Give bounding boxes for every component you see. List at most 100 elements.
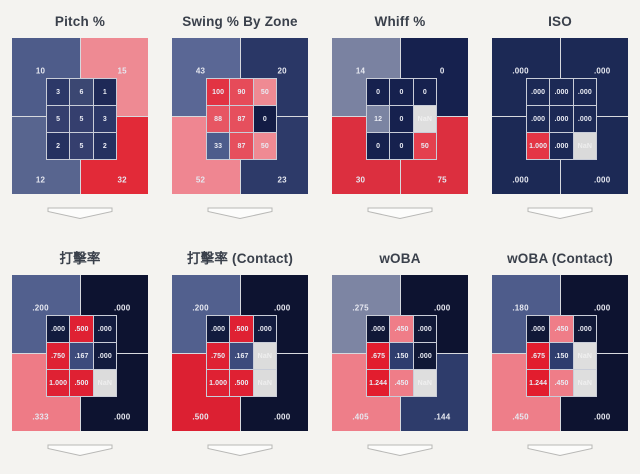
- strike-zone-plot: 14 0 30 75 0 0 0 12 0 NaN 0 0 50: [332, 38, 468, 194]
- zone-cell: .000: [47, 316, 70, 342]
- zone-cell: .500: [230, 316, 253, 342]
- zone-cell: 1: [93, 79, 116, 105]
- zone-cell: 1.000: [527, 133, 550, 159]
- zone-cell: .450: [550, 316, 573, 342]
- zone-cell: NaN: [93, 370, 116, 396]
- zone-cell: .500: [70, 370, 93, 396]
- strike-zone-plot: .200 .000 .333 .000 .000 .500 .000 .750 …: [12, 275, 148, 431]
- chart-batting-avg-contact: 打擊率 (Contact) .200 .000 .500 .000 .000 .…: [160, 237, 320, 474]
- zone-cell: .750: [47, 343, 70, 369]
- zone-cell: 100: [207, 79, 230, 105]
- quadrant-value: .405: [352, 412, 369, 422]
- quadrant-value: .200: [32, 303, 49, 313]
- zone-cell: 87: [230, 106, 253, 132]
- quadrant-value: .000: [593, 303, 611, 313]
- quadrant-value: .000: [113, 412, 131, 422]
- zone-cell: .450: [550, 370, 573, 396]
- quadrant-value: 43: [195, 66, 206, 76]
- zone-cell: .000: [573, 316, 596, 342]
- zone-cell: .150: [390, 343, 413, 369]
- chart-woba-contact: wOBA (Contact) .180 .000 .450 .000 .000 …: [480, 237, 640, 474]
- home-plate-icon: [367, 207, 433, 220]
- chart-batting-avg: 打擊率 .200 .000 .333 .000 .000 .500 .000 .…: [0, 237, 160, 474]
- zone-cell: NaN: [413, 370, 436, 396]
- zone-cell: .000: [413, 316, 436, 342]
- zone-cell: .000: [413, 343, 436, 369]
- quadrant-value: 30: [355, 175, 366, 185]
- zone-cell: .000: [527, 79, 550, 105]
- quadrant-value: .000: [593, 66, 611, 76]
- quadrant-value: 12: [35, 175, 46, 185]
- quadrant-value: .000: [512, 175, 529, 185]
- zone-cell: 6: [70, 79, 93, 105]
- zone-cell: 1.000: [207, 370, 230, 396]
- zone-cell: 0: [253, 106, 276, 132]
- zone-cell: .167: [230, 343, 253, 369]
- zone-cell: 33: [207, 133, 230, 159]
- zone-cell: .000: [367, 316, 390, 342]
- zone-cell: 12: [367, 106, 390, 132]
- quadrant-value: 15: [117, 66, 127, 76]
- strike-zone-grid: 3 6 1 5 5 3 2 5 2: [46, 78, 117, 160]
- strike-zone-plot: 10 15 12 32 3 6 1 5 5 3 2 5 2: [12, 38, 148, 194]
- quadrant-value: .275: [352, 303, 369, 313]
- zone-cell: 3: [47, 79, 70, 105]
- zone-cell: .000: [550, 106, 573, 132]
- quadrant-value: .000: [433, 303, 451, 313]
- home-plate-icon: [207, 444, 273, 457]
- zone-cell: .500: [70, 316, 93, 342]
- quadrant-value: .333: [32, 412, 49, 422]
- zone-cell: 88: [207, 106, 230, 132]
- zone-cell: .000: [550, 133, 573, 159]
- zone-cell: 90: [230, 79, 253, 105]
- quadrant-value: .180: [512, 303, 529, 313]
- quadrant-value: 32: [117, 175, 127, 185]
- quadrant-value: .000: [273, 412, 291, 422]
- chart-title: 打擊率: [59, 251, 101, 266]
- zone-cell: .167: [70, 343, 93, 369]
- zone-cell: NaN: [573, 343, 596, 369]
- strike-zone-plot: .275 .000 .405 .144 .000 .450 .000 .675 …: [332, 275, 468, 431]
- home-plate-icon: [367, 444, 433, 457]
- quadrant-value: 52: [195, 175, 206, 185]
- strike-zone-plot: 43 20 52 23 100 90 50 88 87 0 33 87 50: [172, 38, 308, 194]
- zone-cell: NaN: [253, 343, 276, 369]
- quadrant-value: .450: [512, 412, 529, 422]
- zone-cell: 2: [93, 133, 116, 159]
- zone-cell: 0: [390, 106, 413, 132]
- zone-cell: 87: [230, 133, 253, 159]
- zone-cell: .750: [207, 343, 230, 369]
- zone-cell: 50: [253, 79, 276, 105]
- zone-cell: NaN: [253, 370, 276, 396]
- quadrant-value: 20: [277, 66, 287, 76]
- zone-cell: 0: [390, 79, 413, 105]
- quadrant-value: 75: [437, 175, 447, 185]
- chart-whiff-pct: Whiff % 14 0 30 75 0 0 0 12 0 NaN 0 0 50: [320, 0, 480, 237]
- zone-cell: 0: [413, 79, 436, 105]
- zone-cell: .000: [93, 343, 116, 369]
- zone-cell: NaN: [573, 370, 596, 396]
- strike-zone-grid: .000 .500 .000 .750 .167 .000 1.000 .500…: [46, 315, 117, 397]
- quadrant-value: .200: [192, 303, 209, 313]
- quadrant-value: 10: [35, 66, 46, 76]
- zone-cell: 1.244: [367, 370, 390, 396]
- quadrant-value: .000: [273, 303, 291, 313]
- quadrant-value: .000: [113, 303, 131, 313]
- zone-cell: .000: [93, 316, 116, 342]
- zone-cell: 5: [47, 106, 70, 132]
- zone-cell: 5: [70, 106, 93, 132]
- strike-zone-plot: .180 .000 .450 .000 .000 .450 .000 .675 …: [492, 275, 628, 431]
- zone-cell: .150: [550, 343, 573, 369]
- zone-cell: .675: [367, 343, 390, 369]
- quadrant-value: 23: [277, 175, 287, 185]
- zone-cell: .000: [573, 106, 596, 132]
- zone-cell: 0: [367, 133, 390, 159]
- home-plate-icon: [527, 207, 593, 220]
- zone-cell: .000: [207, 316, 230, 342]
- zone-cell: 50: [253, 133, 276, 159]
- quadrant-value: .500: [192, 412, 209, 422]
- strike-zone-grid: .000 .500 .000 .750 .167 NaN 1.000 .500 …: [206, 315, 277, 397]
- chart-iso: ISO .000 .000 .000 .000 .000 .000 .000 .…: [480, 0, 640, 237]
- zone-cell: .000: [527, 106, 550, 132]
